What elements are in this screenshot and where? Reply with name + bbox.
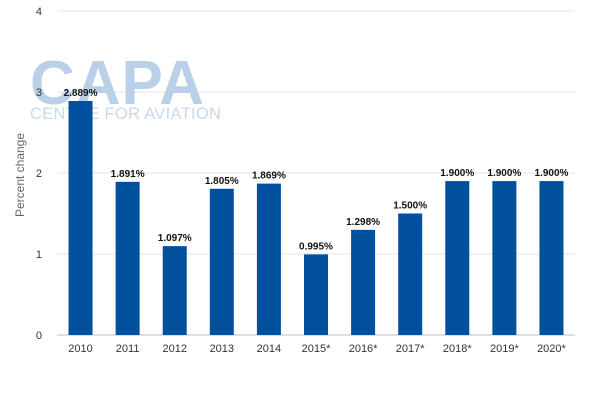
bar (162, 246, 187, 335)
x-tick-label: 2020* (537, 343, 566, 355)
data-label: 1.298% (346, 217, 380, 228)
data-label: 1.097% (158, 233, 192, 244)
y-tick-label: 0 (36, 330, 42, 342)
gridlines (57, 10, 575, 336)
data-label: 0.995% (299, 241, 333, 252)
bar (68, 100, 93, 335)
data-label: 1.900% (487, 168, 521, 179)
watermark-logo: CAPA (30, 49, 205, 118)
y-tick-label: 3 (36, 87, 42, 99)
data-label: 1.900% (534, 168, 568, 179)
data-label: 1.805% (205, 176, 239, 187)
bar (351, 229, 376, 335)
x-tick-label: 2013 (210, 343, 234, 355)
capa-watermark: CAPA CENTRE FOR AVIATION (30, 49, 221, 123)
x-tick-label: 2014 (257, 343, 281, 355)
x-tick-label: 2019* (490, 343, 519, 355)
bar (445, 181, 470, 335)
y-axis-label: Percent change (13, 133, 27, 217)
x-tick-label: 2015* (302, 343, 331, 355)
bar (209, 188, 234, 335)
data-label: 1.500% (393, 201, 427, 212)
x-tick-label: 2010 (68, 343, 92, 355)
bar-series (68, 100, 564, 335)
data-label: 1.869% (252, 171, 286, 182)
data-label: 1.900% (440, 168, 474, 179)
x-tick-label: 2012 (162, 343, 186, 355)
x-tick-label: 2011 (116, 343, 140, 355)
x-tick-label: 2016* (349, 343, 378, 355)
bar (398, 213, 423, 335)
data-labels: 2.889% 1.891% 1.097% 1.805% 1.869% 0.995% 1.29… (64, 88, 569, 252)
watermark-tagline: CENTRE FOR AVIATION (30, 105, 221, 123)
bar (539, 181, 564, 335)
y-axis-ticks: 0 1 2 3 4 (36, 6, 42, 342)
x-axis-ticks: 2010 2011 2012 2013 2014 2015* 2016* 2017* 2018*… (68, 343, 566, 355)
bar (115, 181, 140, 335)
data-label: 2.889% (64, 88, 98, 99)
y-tick-label: 2 (36, 168, 42, 180)
y-tick-label: 1 (36, 249, 42, 261)
y-tick-label: 4 (36, 6, 42, 18)
bar (256, 183, 281, 335)
x-tick-label: 2018* (443, 343, 472, 355)
bar (492, 181, 517, 335)
data-label: 1.891% (111, 169, 145, 180)
bar (304, 254, 328, 335)
x-tick-label: 2017* (396, 343, 425, 355)
